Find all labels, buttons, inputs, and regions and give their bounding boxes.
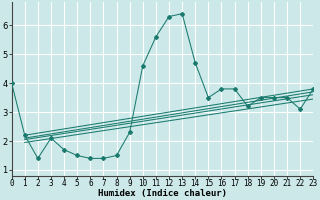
X-axis label: Humidex (Indice chaleur): Humidex (Indice chaleur) (98, 189, 227, 198)
